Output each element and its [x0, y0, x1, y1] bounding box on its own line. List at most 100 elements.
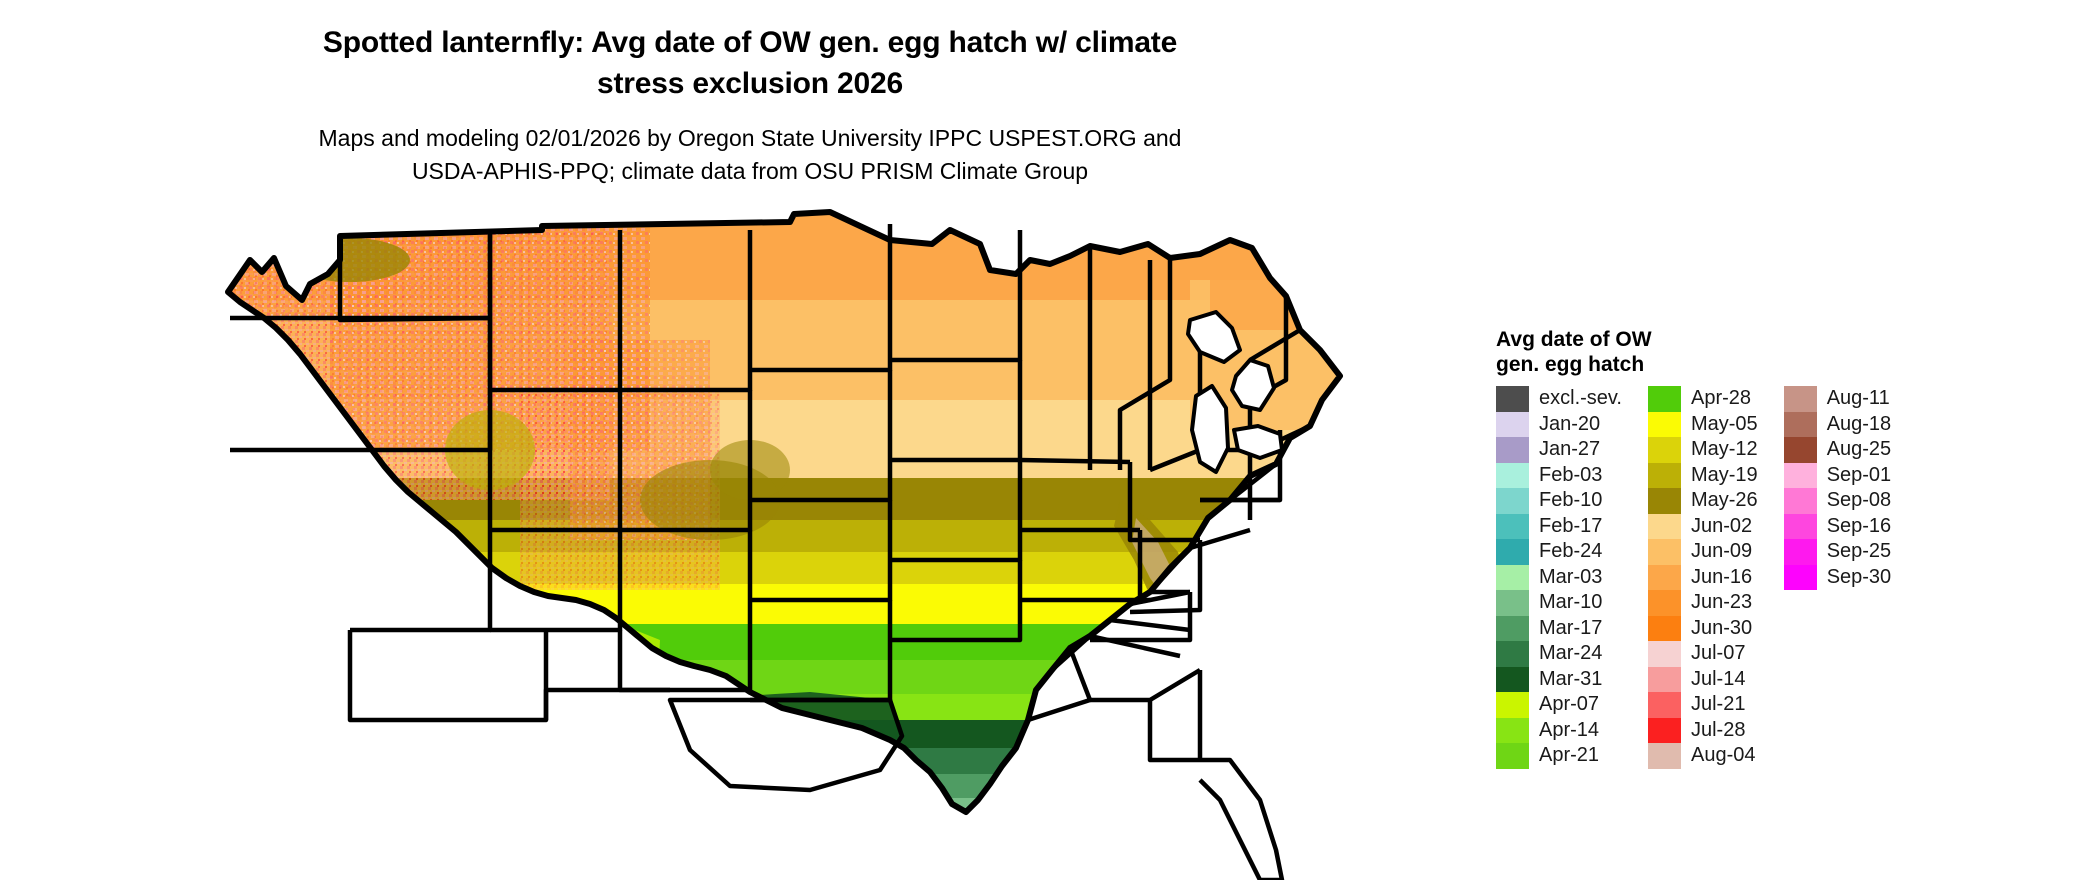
legend-item: Sep-16 [1783, 513, 1892, 539]
legend-item: Mar-17 [1496, 615, 1622, 641]
legend-item: Apr-28 [1647, 386, 1758, 412]
legend-item-label: Jan-20 [1539, 412, 1601, 435]
map-legend: Avg date of OW gen. egg hatch excl.-sev.… [1496, 327, 2056, 769]
legend-item: Apr-21 [1496, 743, 1622, 769]
legend-color-swatch [1496, 590, 1529, 616]
legend-color-swatch [1783, 513, 1817, 539]
legend-item: Jan-27 [1496, 437, 1622, 463]
legend-item-label: Apr-28 [1690, 387, 1752, 409]
legend-item-label: Jul-28 [1690, 718, 1746, 741]
legend-column-2: Apr-28 May-05 May-12 May-19 May-26 Jun-02 Jun-… [1647, 386, 1758, 769]
legend-item: Jul-07 [1647, 641, 1758, 667]
state-boundaries [225, 209, 1343, 880]
legend-item-label: Mar-31 [1539, 667, 1603, 690]
legend-color-swatch [1783, 462, 1817, 488]
legend-color-swatch [1496, 386, 1529, 412]
legend-item: Aug-25 [1783, 437, 1891, 463]
legend-color-swatch [1783, 488, 1817, 514]
legend-color-swatch [1647, 615, 1681, 641]
legend-item-label: Jun-30 [1690, 616, 1753, 639]
legend-item-label: Aug-18 [1826, 412, 1892, 435]
legend-color-swatch [1647, 513, 1681, 539]
legend-item: Mar-31 [1496, 666, 1622, 692]
legend-item-label: Mar-17 [1539, 616, 1603, 639]
legend-item: Jun-30 [1647, 615, 1758, 641]
title-line-1: Spotted lanternfly: Avg date of OW gen. … [322, 26, 1178, 59]
legend-color-swatch [1647, 411, 1681, 437]
legend-item: May-12 [1647, 437, 1758, 463]
page-title: Spotted lanternfly: Avg date of OW gen. … [250, 22, 1250, 104]
legend-color-swatch [1496, 615, 1529, 641]
legend-item-label: Jul-14 [1690, 667, 1746, 690]
legend-color-swatch [1496, 411, 1529, 437]
legend-color-swatch [1647, 717, 1681, 743]
legend-color-swatch [1783, 437, 1817, 463]
legend-color-swatch [1496, 462, 1529, 488]
legend-color-swatch [1647, 590, 1681, 616]
legend-item: Jun-23 [1647, 590, 1758, 616]
legend-color-swatch [1496, 564, 1529, 590]
legend-color-swatch [1783, 411, 1817, 437]
legend-item: Feb-10 [1496, 488, 1622, 514]
legend-color-swatch [1783, 539, 1817, 565]
page-subtitle: Maps and modeling 02/01/2026 by Oregon S… [250, 122, 1250, 188]
legend-color-swatch [1647, 462, 1681, 488]
legend-item: Feb-17 [1496, 513, 1622, 539]
legend-item-label: Jun-23 [1690, 591, 1753, 613]
legend-item: excl.-sev. [1496, 386, 1622, 412]
legend-color-swatch [1783, 564, 1817, 590]
legend-item-label: Jul-07 [1690, 642, 1746, 664]
legend-item-label: Apr-14 [1539, 718, 1600, 741]
legend-item-label: Jun-16 [1690, 565, 1753, 588]
legend-color-swatch [1647, 386, 1681, 412]
legend-item: May-05 [1647, 411, 1758, 437]
legend-item: Aug-18 [1783, 411, 1892, 437]
legend-item: Jun-02 [1647, 513, 1758, 539]
legend-item-label: Jun-02 [1690, 514, 1753, 537]
legend-item: Jul-21 [1647, 692, 1758, 718]
legend-item: Apr-14 [1496, 717, 1622, 743]
legend-item-label: Sep-30 [1826, 565, 1892, 588]
legend-color-swatch [1647, 488, 1681, 514]
legend-item-label: Mar-24 [1539, 642, 1603, 664]
legend-item: Jul-28 [1647, 717, 1758, 743]
legend-item: Sep-25 [1783, 539, 1892, 565]
legend-color-swatch [1647, 564, 1681, 590]
legend-color-swatch [1496, 743, 1529, 769]
legend-item-label: excl.-sev. [1539, 387, 1622, 409]
legend-color-swatch [1496, 666, 1529, 692]
legend-item-label: Feb-03 [1539, 463, 1603, 486]
legend-item: Feb-24 [1496, 539, 1622, 565]
legend-item: Apr-07 [1496, 692, 1622, 718]
legend-color-swatch [1496, 539, 1529, 565]
legend-color-swatch [1647, 641, 1681, 667]
legend-item: Sep-08 [1783, 488, 1891, 514]
legend-color-swatch [1496, 641, 1529, 667]
legend-item-label: Sep-25 [1826, 540, 1892, 562]
legend-color-swatch [1647, 666, 1681, 692]
subtitle-line-2: USDA-APHIS-PPQ; climate data from OSU PR… [411, 158, 1089, 184]
usa-choropleth-map [190, 200, 1470, 880]
legend-item: Aug-11 [1783, 386, 1892, 412]
legend-item: Aug-04 [1647, 743, 1758, 769]
legend-item: Mar-03 [1496, 564, 1622, 590]
legend-item: Sep-30 [1783, 564, 1892, 590]
legend-item: Jul-14 [1647, 666, 1758, 692]
legend-item-label: Jan-27 [1539, 438, 1601, 460]
legend-item-label: Jul-21 [1690, 693, 1746, 715]
legend-color-swatch [1647, 437, 1681, 463]
title-line-2: stress exclusion 2026 [597, 67, 903, 100]
legend-item-label: Apr-07 [1539, 693, 1600, 715]
legend-item-label: Mar-03 [1539, 565, 1603, 588]
legend-item: May-19 [1647, 462, 1758, 488]
legend-color-swatch [1783, 386, 1817, 412]
legend-item-label: Jun-09 [1690, 540, 1753, 562]
legend-item-label: Aug-04 [1690, 744, 1756, 766]
legend-item: May-26 [1647, 488, 1758, 514]
legend-title: Avg date of OW gen. egg hatch [1496, 327, 2056, 377]
legend-title-line-2: gen. egg hatch [1496, 353, 1645, 376]
legend-item-label: Sep-16 [1826, 514, 1892, 537]
legend-item-label: Aug-11 [1826, 387, 1890, 409]
subtitle-line-1: Maps and modeling 02/01/2026 by Oregon S… [318, 125, 1182, 151]
